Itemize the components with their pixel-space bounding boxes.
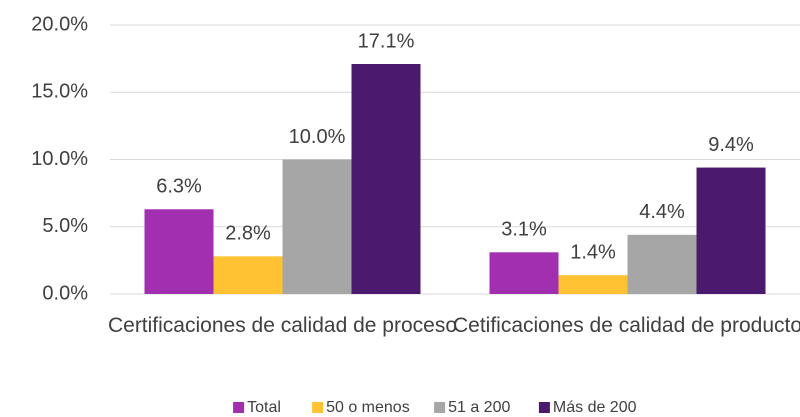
data-label: 17.1%: [358, 30, 415, 52]
bar: [558, 275, 628, 294]
legend-label: Más de 200: [553, 399, 637, 416]
y-tick-label: 15.0%: [31, 81, 88, 103]
data-label: 3.1%: [501, 219, 547, 241]
bar: [696, 167, 766, 294]
x-tick-label: Cetificaciones de calidad de producto: [452, 314, 800, 337]
legend-label: Total: [247, 399, 281, 416]
bar: [213, 256, 283, 294]
y-tick-label: 20.0%: [31, 13, 88, 35]
data-label: 6.3%: [156, 176, 202, 198]
legend-swatch: [312, 402, 324, 413]
bar: [351, 64, 421, 294]
bar: [144, 209, 214, 294]
legend-label: 50 o menos: [326, 399, 410, 416]
legend-swatch: [233, 402, 245, 413]
y-tick-label: 10.0%: [31, 148, 88, 170]
bar: [627, 234, 697, 294]
data-label: 10.0%: [289, 126, 346, 148]
y-tick-label: 0.0%: [42, 282, 88, 304]
data-label: 4.4%: [639, 201, 685, 223]
x-tick-label: Certificaciones de calidad de proceso: [107, 314, 458, 337]
y-tick-label: 5.0%: [42, 215, 88, 237]
bar: [282, 159, 352, 294]
legend-label: 51 a 200: [448, 399, 510, 416]
data-label: 1.4%: [570, 241, 616, 263]
legend-swatch: [538, 402, 550, 413]
data-label: 9.4%: [708, 134, 754, 156]
bar: [489, 252, 559, 294]
legend-swatch: [434, 402, 446, 413]
data-label: 2.8%: [225, 223, 271, 245]
